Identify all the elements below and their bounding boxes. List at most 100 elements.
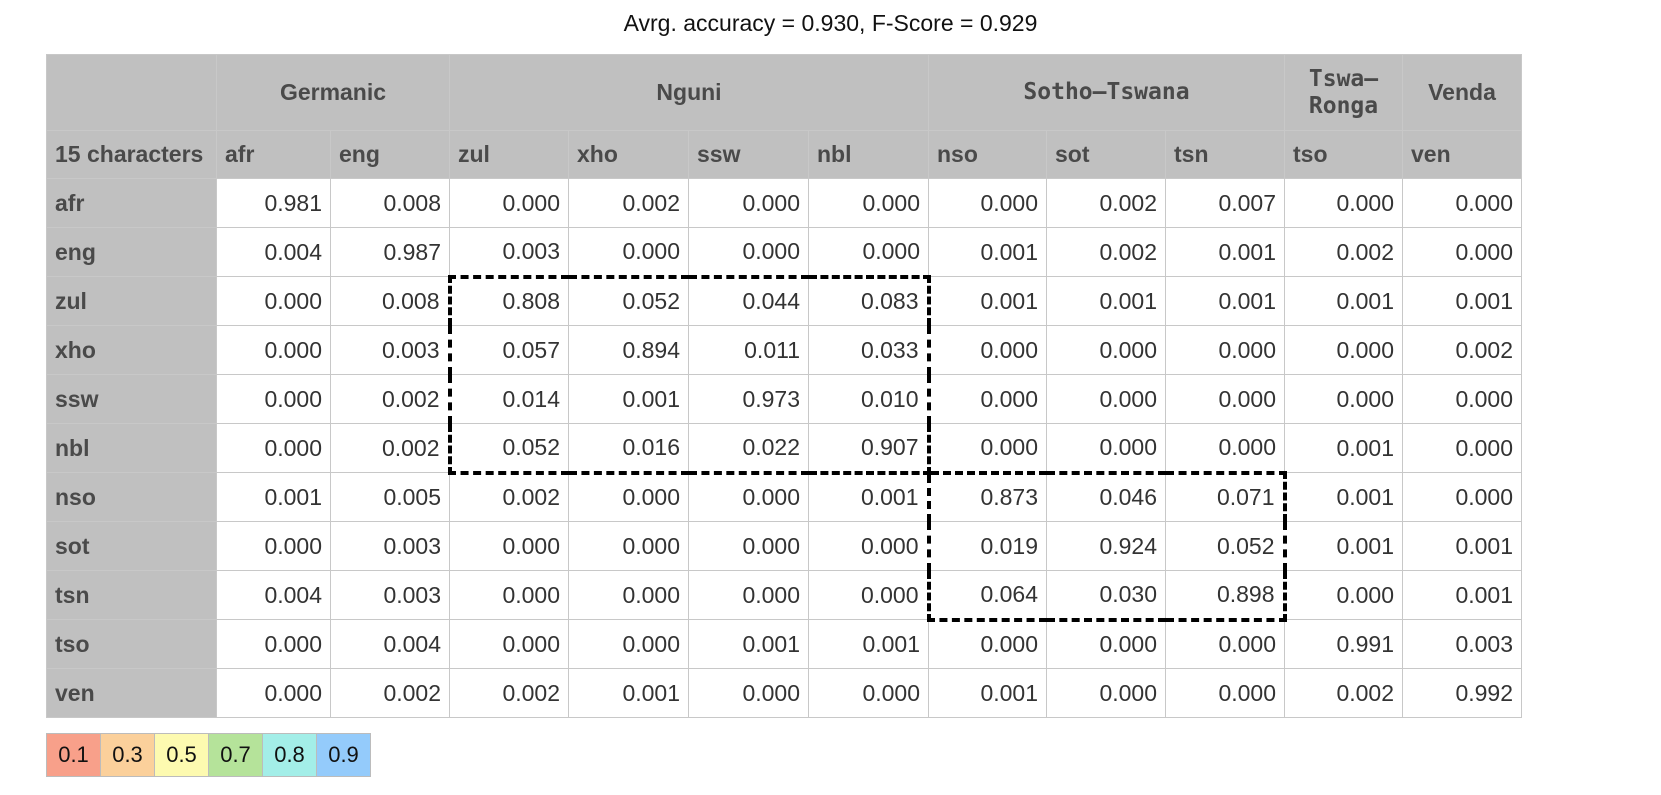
matrix-cell: 0.001	[1402, 570, 1522, 620]
column-group-header: Tswa– Ronga	[1284, 54, 1403, 131]
matrix-cell: 0.052	[1165, 521, 1287, 571]
matrix-cell: 0.001	[928, 276, 1047, 326]
matrix-cell: 0.000	[1402, 227, 1522, 277]
legend-swatch: 0.5	[154, 733, 209, 777]
matrix-cell: 0.000	[449, 521, 569, 571]
matrix-cell: 0.000	[1046, 619, 1166, 669]
matrix-cell: 0.001	[1165, 227, 1285, 277]
legend-swatch: 0.9	[316, 733, 371, 777]
legend-swatch: 0.1	[46, 733, 101, 777]
matrix-cell: 0.000	[1284, 325, 1403, 375]
matrix-cell: 0.004	[216, 570, 331, 620]
matrix-cell: 0.001	[928, 227, 1047, 277]
matrix-cell: 0.011	[688, 325, 809, 375]
matrix-cell: 0.000	[216, 619, 331, 669]
matrix-cell: 0.000	[928, 423, 1047, 473]
matrix-cell: 0.000	[808, 227, 929, 277]
matrix-cell: 0.002	[330, 423, 450, 473]
matrix-cell: 0.000	[1284, 178, 1403, 228]
row-header: xho	[46, 325, 217, 375]
matrix-cell: 0.000	[1046, 668, 1166, 718]
column-header: tsn	[1165, 130, 1285, 179]
column-header: tso	[1284, 130, 1403, 179]
matrix-row: zul 0.000 0.008 0.808 0.052 0.044 0.083 0.001 0.…	[46, 274, 1522, 326]
matrix-cell: 0.002	[1046, 227, 1166, 277]
row-header: nso	[46, 472, 217, 522]
matrix-cell: 0.016	[568, 423, 689, 475]
matrix-cell: 0.005	[330, 472, 450, 522]
matrix-cell: 0.000	[808, 178, 929, 228]
matrix-cell: 0.000	[216, 325, 331, 375]
matrix-cell: 0.000	[1046, 423, 1166, 473]
row-header: zul	[46, 276, 217, 326]
matrix-cell: 0.064	[926, 570, 1047, 622]
matrix-cell: 0.000	[808, 668, 929, 718]
matrix-row: afr 0.981 0.008 0.000 0.002 0.000 0.000 0.000 0.…	[46, 178, 1522, 228]
matrix-cell: 0.973	[688, 374, 809, 424]
matrix-cell: 0.044	[688, 274, 809, 326]
matrix-cell: 0.002	[1046, 178, 1166, 228]
matrix-cell: 0.000	[216, 423, 331, 473]
matrix-cell: 0.000	[449, 570, 569, 620]
matrix-cell: 0.002	[330, 668, 450, 718]
matrix-cell: 0.991	[1284, 619, 1403, 669]
column-header: afr	[216, 130, 331, 179]
corner-top	[46, 54, 217, 131]
matrix-cell: 0.001	[928, 668, 1047, 718]
legend-swatch: 0.7	[208, 733, 263, 777]
matrix-cell: 0.000	[568, 227, 689, 277]
row-header: nbl	[46, 423, 217, 473]
matrix-cell: 0.000	[1402, 374, 1522, 424]
matrix-cell: 0.000	[216, 521, 331, 571]
color-legend: 0.1 0.3 0.5 0.7 0.8 0.9	[46, 733, 371, 777]
matrix-cell: 0.000	[449, 178, 569, 228]
matrix-cell: 0.003	[1402, 619, 1522, 669]
matrix-cell: 0.083	[808, 274, 931, 326]
legend-swatch: 0.8	[262, 733, 317, 777]
matrix-cell: 0.052	[568, 274, 689, 326]
matrix-cell: 0.046	[1046, 470, 1166, 522]
matrix-cell: 0.003	[330, 325, 450, 375]
chart-title: Avrg. accuracy = 0.930, F-Score = 0.929	[623, 10, 1038, 36]
column-header: sot	[1046, 130, 1166, 179]
matrix-cell: 0.008	[330, 276, 450, 326]
matrix-cell: 0.002	[449, 472, 569, 522]
matrix-cell: 0.002	[568, 178, 689, 228]
matrix-cell: 0.057	[447, 325, 569, 375]
matrix-cell: 0.010	[808, 374, 931, 424]
row-header: tso	[46, 619, 217, 669]
matrix-cell: 0.000	[928, 178, 1047, 228]
matrix-cell: 0.002	[1284, 668, 1403, 718]
matrix-cell: 0.000	[1402, 178, 1522, 228]
matrix-cell: 0.000	[688, 178, 809, 228]
matrix-cell: 0.001	[1402, 521, 1522, 571]
matrix-cell: 0.987	[330, 227, 450, 277]
column-header: nbl	[808, 130, 929, 179]
matrix-row: nbl 0.000 0.002 0.052 0.016 0.022 0.907 0.000 0.…	[46, 423, 1522, 475]
matrix-cell: 0.008	[330, 178, 450, 228]
matrix-cell: 0.003	[330, 521, 450, 571]
matrix-cell: 0.000	[1165, 668, 1285, 718]
matrix-cell: 0.000	[1165, 619, 1285, 669]
matrix-cell: 0.000	[1284, 570, 1403, 620]
matrix-cell: 0.001	[1284, 521, 1403, 571]
matrix-cell: 0.071	[1165, 470, 1287, 522]
matrix-row: ssw 0.000 0.002 0.014 0.001 0.973 0.010 0.000 0.…	[46, 374, 1522, 424]
matrix-cell: 0.000	[688, 570, 809, 620]
matrix-body: afr 0.981 0.008 0.000 0.002 0.000 0.000 0.000 0.…	[46, 178, 1522, 718]
matrix-cell: 0.003	[449, 227, 569, 277]
matrix-cell: 0.001	[568, 374, 689, 424]
matrix-cell: 0.004	[330, 619, 450, 669]
matrix-row: xho 0.000 0.003 0.057 0.894 0.011 0.033 0.000 0.…	[46, 325, 1522, 375]
matrix-cell: 0.000	[1046, 325, 1166, 375]
column-header: ssw	[688, 130, 809, 179]
matrix-cell: 0.907	[808, 423, 931, 475]
matrix-cell: 0.000	[808, 521, 929, 571]
matrix-cell: 0.001	[1165, 276, 1285, 326]
matrix-cell: 0.001	[1046, 276, 1166, 326]
matrix-cell: 0.000	[688, 521, 809, 571]
confusion-matrix: Germanic Nguni Sotho–Tswana Tswa– Ronga Venda…	[46, 54, 1522, 718]
matrix-cell: 0.019	[926, 521, 1047, 571]
matrix-cell: 0.000	[688, 227, 809, 277]
column-group-header: Germanic	[216, 54, 450, 131]
